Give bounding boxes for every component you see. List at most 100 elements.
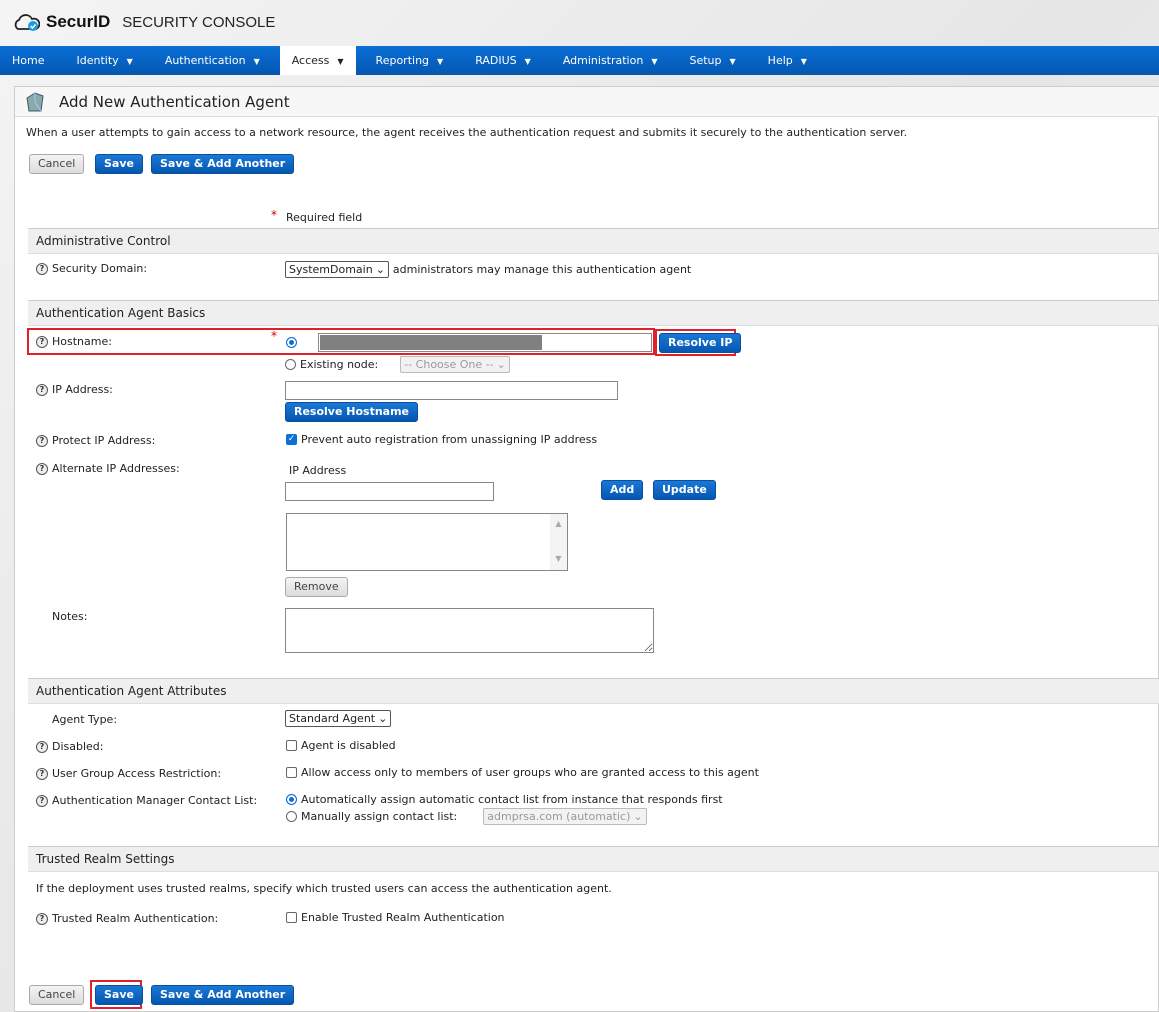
hostname-input[interactable]: [318, 333, 652, 352]
contact-manual-radio[interactable]: [286, 811, 297, 822]
protect-ip-checkbox[interactable]: ✓: [286, 434, 297, 445]
existing-node-select[interactable]: -- Choose One -- ⌄: [400, 356, 510, 373]
remove-button[interactable]: Remove: [285, 577, 348, 597]
main-nav: Home Identity ▼ Authentication ▼ Access ▼ Repor…: [0, 46, 1159, 75]
notes-label: Notes:: [52, 610, 88, 623]
nav-label: Reporting: [375, 54, 430, 67]
disabled-label: ? Disabled:: [36, 740, 104, 753]
caret-down-icon: ▼: [337, 56, 344, 66]
update-button[interactable]: Update: [653, 480, 716, 500]
resolve-hostname-button[interactable]: Resolve Hostname: [285, 402, 419, 422]
scrollbar[interactable]: ▲ ▼: [550, 514, 567, 570]
ip-address-input[interactable]: [285, 381, 618, 400]
chevron-down-icon: ⌄: [378, 712, 388, 725]
protect-ip-text: Prevent auto registration from unassigni…: [301, 433, 598, 446]
alternate-ip-label: ? Alternate IP Addresses:: [36, 462, 180, 475]
required-asterisk: *: [271, 329, 277, 343]
contact-list-select[interactable]: admprsa.com (automatic) ⌄: [483, 808, 647, 825]
alternate-ip-column-header: IP Address: [289, 464, 347, 477]
cancel-button-bottom[interactable]: Cancel: [29, 985, 85, 1005]
alternate-ip-input[interactable]: [285, 482, 494, 501]
caret-down-icon: ▼: [437, 56, 444, 66]
nav-radius[interactable]: RADIUS ▼: [463, 46, 543, 75]
help-icon[interactable]: ?: [36, 462, 48, 475]
caret-down-icon: ▼: [651, 56, 658, 66]
nav-label: Identity: [76, 54, 119, 67]
trusted-realm-description: If the deployment uses trusted realms, s…: [36, 882, 612, 895]
protect-ip-label: ? Protect IP Address:: [36, 434, 155, 447]
required-note: Required field: [286, 211, 363, 224]
nav-label: Authentication: [164, 54, 246, 67]
nav-administration[interactable]: Administration ▼: [551, 46, 670, 75]
contact-auto-radio[interactable]: [286, 794, 297, 805]
hostname-highlight: [27, 328, 655, 355]
save-button-bottom[interactable]: Save: [95, 985, 143, 1005]
chevron-down-icon: ⌄: [496, 358, 506, 371]
chevron-down-icon: ⌄: [633, 810, 643, 823]
section-administrative-control: Administrative Control: [28, 228, 1159, 254]
contact-auto-text: Automatically assign automatic contact l…: [301, 793, 723, 806]
add-button[interactable]: Add: [601, 480, 644, 500]
ugar-checkbox[interactable]: [286, 767, 297, 778]
help-icon[interactable]: ?: [36, 912, 48, 925]
help-icon[interactable]: ?: [36, 794, 48, 807]
agent-disabled-text: Agent is disabled: [301, 739, 396, 752]
section-agent-basics: Authentication Agent Basics: [28, 300, 1159, 326]
ugar-text: Allow access only to members of user gro…: [301, 766, 759, 779]
nav-label: Home: [12, 54, 45, 67]
alternate-ip-list[interactable]: ▲ ▼: [286, 513, 568, 571]
nav-authentication[interactable]: Authentication ▼: [153, 46, 272, 75]
notes-textarea[interactable]: [285, 608, 654, 653]
nav-identity[interactable]: Identity ▼: [64, 46, 144, 75]
nav-label: Setup: [689, 54, 722, 67]
help-icon[interactable]: ?: [36, 262, 48, 275]
cloud-check-icon: [14, 14, 40, 31]
nav-home[interactable]: Home: [0, 46, 56, 75]
caret-down-icon: ▼: [253, 56, 260, 66]
title-bar: Add New Authentication Agent: [15, 87, 1159, 117]
nav-label: Access: [291, 54, 330, 67]
save-button[interactable]: Save: [95, 154, 143, 174]
caret-down-icon: ▼: [524, 56, 531, 66]
cancel-button[interactable]: Cancel: [29, 154, 85, 174]
security-domain-label: ? Security Domain:: [36, 262, 147, 275]
content-panel: [14, 86, 1159, 1012]
logo: SecurID SECURITY CONSOLE: [12, 12, 275, 32]
redacted-value: [320, 335, 542, 350]
section-trusted-realm: Trusted Realm Settings: [28, 846, 1159, 872]
caret-down-icon: ▼: [126, 56, 133, 66]
chevron-down-icon: ⌄: [375, 263, 385, 276]
agent-type-label: Agent Type:: [52, 713, 118, 726]
trusted-realm-checkbox[interactable]: [286, 912, 297, 923]
brand-name: SecurID: [46, 12, 111, 31]
page-title: Add New Authentication Agent: [59, 92, 290, 111]
help-icon[interactable]: ?: [36, 383, 48, 396]
nav-reporting[interactable]: Reporting ▼: [364, 46, 456, 75]
help-icon[interactable]: ?: [36, 434, 48, 447]
agent-type-select[interactable]: Standard Agent ⌄: [285, 710, 392, 727]
security-domain-select[interactable]: SystemDomain ⌄: [285, 261, 389, 278]
nav-access[interactable]: Access ▼: [279, 46, 356, 75]
help-icon[interactable]: ?: [36, 740, 48, 753]
hostname-radio[interactable]: [286, 337, 297, 348]
save-add-another-button-bottom[interactable]: Save & Add Another: [151, 985, 295, 1005]
existing-node-label: Existing node:: [300, 358, 379, 371]
help-icon[interactable]: ?: [36, 335, 48, 348]
nav-setup[interactable]: Setup ▼: [677, 46, 747, 75]
nav-label: Administration: [562, 54, 644, 67]
ugar-label: ? User Group Access Restriction:: [36, 767, 221, 780]
trusted-realm-label: ? Trusted Realm Authentication:: [36, 912, 218, 925]
agent-disabled-checkbox[interactable]: [286, 740, 297, 751]
product-name: SECURITY CONSOLE: [122, 13, 276, 31]
help-icon[interactable]: ?: [36, 767, 48, 780]
existing-node-radio[interactable]: [285, 359, 296, 370]
nav-help[interactable]: Help ▼: [756, 46, 819, 75]
contact-manual-text: Manually assign contact list:: [301, 810, 458, 823]
caret-down-icon: ▼: [729, 56, 736, 66]
section-agent-attributes: Authentication Agent Attributes: [28, 678, 1159, 704]
hostname-label: ? Hostname:: [36, 335, 112, 348]
save-add-another-button[interactable]: Save & Add Another: [151, 154, 295, 174]
trusted-realm-text: Enable Trusted Realm Authentication: [301, 911, 505, 924]
security-domain-suffix: administrators may manage this authentic…: [392, 263, 692, 276]
resolve-ip-button[interactable]: Resolve IP: [659, 333, 742, 353]
